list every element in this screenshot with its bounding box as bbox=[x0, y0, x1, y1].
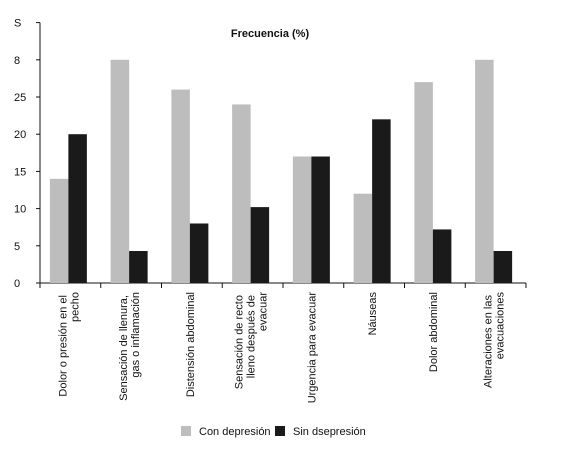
bar bbox=[475, 59, 494, 283]
bar bbox=[311, 156, 330, 283]
legend-label: Con depresión bbox=[199, 426, 271, 438]
bar bbox=[292, 156, 312, 283]
y-tick-label: 8 bbox=[14, 55, 20, 67]
bar bbox=[68, 134, 87, 283]
y-tick-label: S bbox=[14, 18, 21, 30]
legend-swatch bbox=[181, 426, 191, 436]
y-tick-label: 10 bbox=[14, 204, 26, 216]
y-tick-label: 25 bbox=[14, 92, 26, 104]
x-tick-label: Alteraciones en las evacuaciones bbox=[483, 292, 507, 388]
bar bbox=[232, 104, 251, 283]
x-tick-label: Sensación de recto lleno después de evac… bbox=[234, 292, 270, 390]
legend-swatch bbox=[275, 426, 285, 436]
x-tick-label: Náuseas bbox=[367, 292, 379, 336]
bar bbox=[189, 223, 209, 283]
legend-label: Sin dsepresión bbox=[293, 426, 366, 438]
bar bbox=[432, 229, 452, 283]
y-tick-label: 15 bbox=[14, 166, 26, 178]
y-tick-label: 5 bbox=[14, 241, 20, 253]
chart-title: Frecuencia (%) bbox=[231, 28, 310, 40]
bar bbox=[372, 119, 391, 283]
x-tick-label: Distensión abdominal bbox=[185, 292, 197, 397]
y-tick-label: 20 bbox=[14, 129, 26, 141]
y-tick-label: 0 bbox=[14, 278, 20, 290]
bar bbox=[110, 59, 130, 283]
x-tick-label: Dolor o presión en el pecho bbox=[57, 292, 81, 397]
bar bbox=[250, 207, 270, 283]
x-tick-label: Dolor abdominal bbox=[428, 292, 440, 372]
bar bbox=[353, 193, 373, 283]
bar bbox=[171, 89, 190, 283]
bar bbox=[493, 251, 513, 283]
bar bbox=[129, 251, 148, 283]
bar bbox=[49, 178, 69, 283]
x-tick-label: Sensación de llenura, gas o inflamación bbox=[118, 292, 142, 401]
bar bbox=[414, 82, 433, 284]
x-tick-label: Urgencia para evacuar bbox=[306, 292, 318, 404]
